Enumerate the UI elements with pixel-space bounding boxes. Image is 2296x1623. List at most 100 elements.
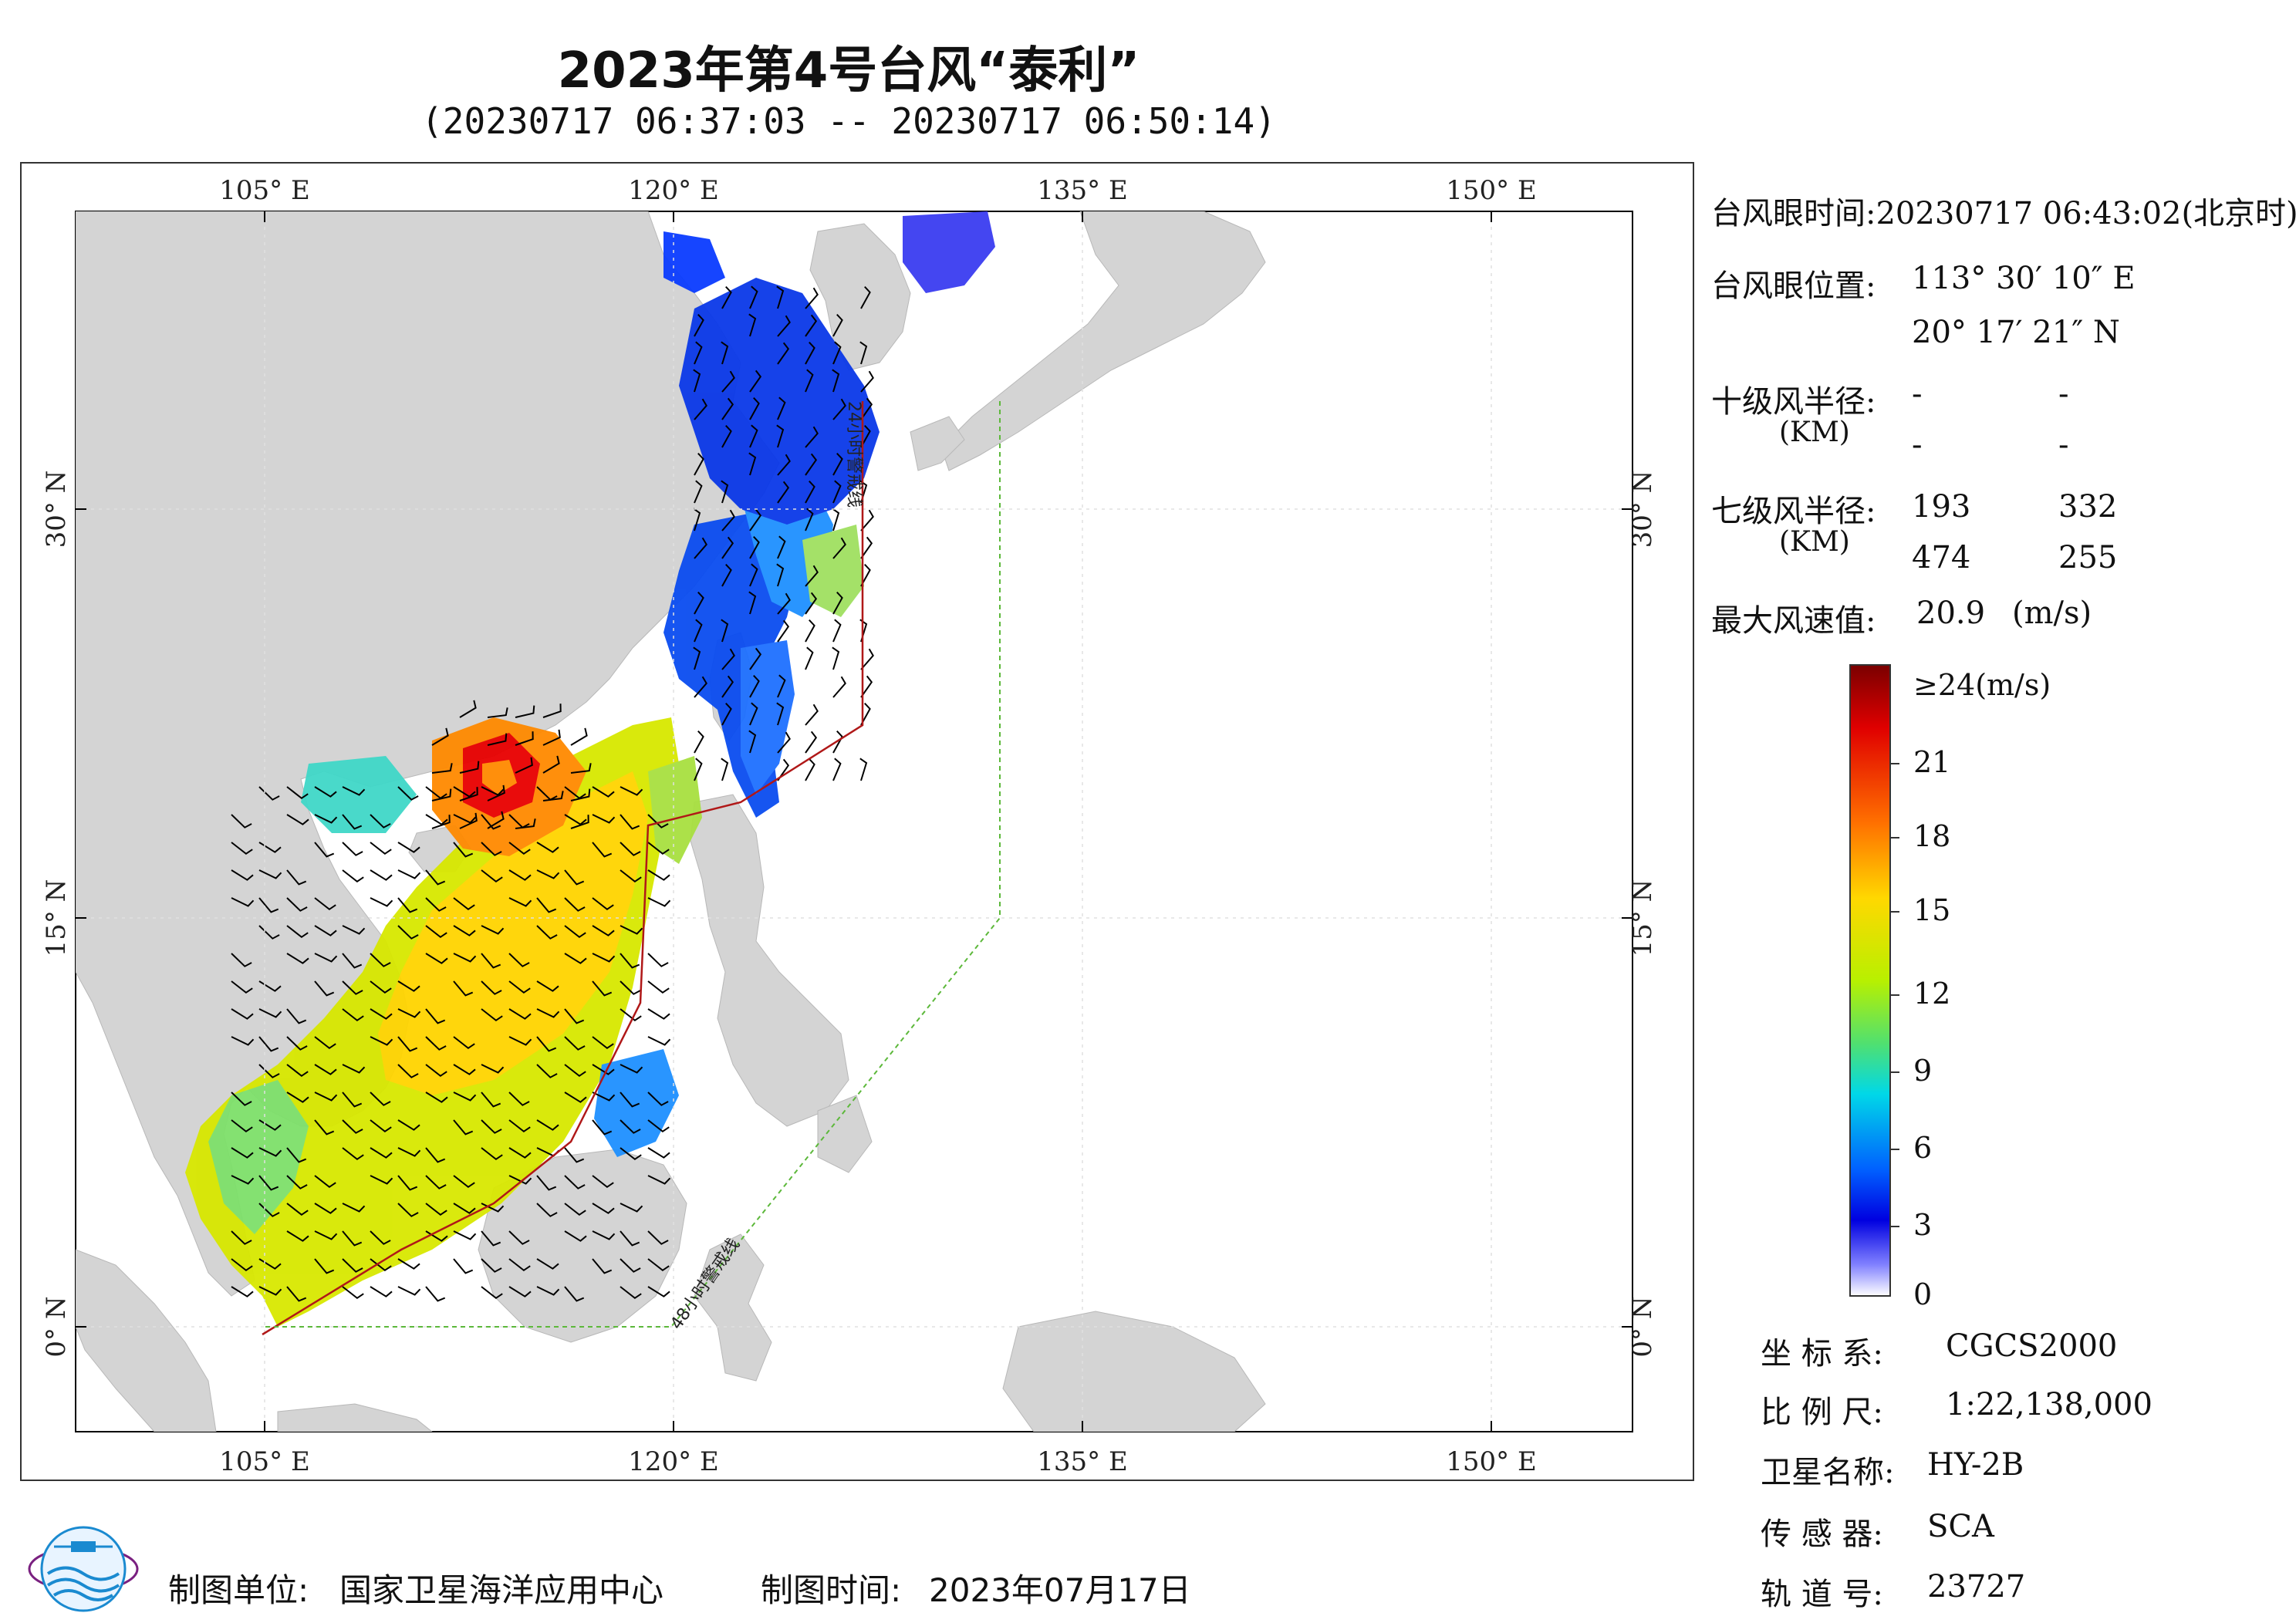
wind-barb bbox=[832, 619, 842, 643]
wind-barb bbox=[258, 925, 280, 940]
wind-barb bbox=[749, 285, 758, 309]
wind-barb bbox=[620, 1230, 640, 1247]
wind-barb bbox=[342, 1119, 363, 1134]
wind-barb bbox=[592, 925, 615, 936]
colorbar-tick-6: 6 bbox=[1913, 1131, 1933, 1165]
wind-barb bbox=[592, 897, 614, 911]
wind-barb bbox=[620, 953, 640, 969]
lat-tick-right-0: 0° N bbox=[1627, 1296, 1658, 1357]
wind-barb bbox=[592, 980, 613, 997]
wind-barb bbox=[515, 731, 534, 746]
lat-tick-right-15: 15° N bbox=[1627, 879, 1658, 957]
wind-barb bbox=[749, 536, 760, 559]
orbit-value: 23727 bbox=[1927, 1569, 2026, 1604]
wind-barb bbox=[487, 811, 505, 829]
crs-label: 坐 标 系: bbox=[1761, 1336, 1883, 1372]
wind-barb bbox=[370, 1092, 391, 1106]
wind-barb bbox=[231, 953, 252, 967]
wind-barb bbox=[231, 1286, 254, 1297]
colorbar bbox=[1849, 664, 1891, 1297]
wind-barb bbox=[487, 733, 508, 746]
wind-barb bbox=[370, 1119, 392, 1133]
wind-barb bbox=[397, 1286, 421, 1296]
warning-24h-label: 24小时警戒线 bbox=[844, 401, 863, 508]
wind-barb bbox=[397, 1008, 421, 1018]
wind-barb bbox=[620, 980, 641, 995]
wind-barb bbox=[564, 1175, 586, 1189]
eye-pos-label: 台风眼位置: bbox=[1711, 268, 1876, 304]
orbit-label: 轨 道 号: bbox=[1761, 1577, 1883, 1612]
colorbar-ticks bbox=[1890, 763, 1899, 1227]
wind-barb bbox=[805, 508, 814, 531]
wind-barb bbox=[592, 1175, 614, 1189]
wind-barb bbox=[453, 953, 477, 963]
sensor-value: SCA bbox=[1927, 1509, 1994, 1544]
wind-barb bbox=[564, 953, 587, 964]
wind-barb bbox=[342, 869, 364, 883]
colorbar-tick-12: 12 bbox=[1913, 977, 1951, 1011]
wind-barb bbox=[647, 869, 670, 881]
wind-barb bbox=[542, 791, 564, 801]
wind-barb bbox=[286, 953, 309, 964]
wind-barb bbox=[286, 1230, 309, 1242]
wind-barb bbox=[286, 1092, 309, 1103]
wind-barb bbox=[805, 731, 818, 754]
wind-barb bbox=[693, 646, 701, 670]
r10-value-nw: - bbox=[2058, 427, 2069, 463]
wind-barb bbox=[570, 763, 592, 774]
wind-barb bbox=[508, 1230, 530, 1245]
wind-barb bbox=[647, 953, 669, 967]
wind-barb bbox=[314, 814, 338, 824]
wind-barb bbox=[314, 1092, 338, 1102]
wind-barb bbox=[515, 757, 533, 774]
wind-barb bbox=[314, 897, 336, 911]
wind-barb bbox=[342, 786, 366, 796]
wind-barb bbox=[425, 1147, 446, 1163]
wind-barb bbox=[508, 869, 532, 881]
wind-barb bbox=[370, 1147, 393, 1159]
eye-time-label: 台风眼时间: bbox=[1711, 196, 1876, 231]
wind-barb bbox=[397, 1036, 418, 1052]
wind-barb bbox=[832, 480, 842, 504]
wind-barb bbox=[832, 369, 840, 393]
wind-barb bbox=[694, 453, 704, 476]
wind-barb bbox=[647, 1230, 669, 1245]
wind-barb bbox=[286, 1064, 309, 1078]
wind-barb bbox=[508, 842, 531, 855]
wind-barb bbox=[832, 508, 840, 531]
wind-barb bbox=[805, 369, 814, 393]
warning-line-48h bbox=[265, 401, 1001, 1328]
max-wind-unit: (m/s) bbox=[2012, 596, 2092, 631]
wind-barb bbox=[314, 925, 337, 936]
wind-barb bbox=[536, 842, 559, 853]
lat-tick-left-15: 15° N bbox=[41, 879, 72, 957]
wind-barb bbox=[542, 729, 561, 746]
wind-barb bbox=[508, 1175, 532, 1185]
satellite-value: HY-2B bbox=[1927, 1447, 2024, 1483]
wind-barb bbox=[805, 565, 819, 587]
wind-barb bbox=[342, 1203, 366, 1213]
wind-barb bbox=[832, 592, 843, 615]
wind-barb bbox=[592, 1092, 616, 1102]
wind-barb bbox=[832, 341, 842, 365]
wind-barb bbox=[536, 925, 558, 940]
wind-barb bbox=[647, 1147, 670, 1159]
map-title: 2023年第4号台风“泰利” bbox=[557, 42, 1140, 100]
wind-barb bbox=[776, 563, 785, 587]
wind-barb bbox=[397, 897, 418, 913]
wind-barb bbox=[748, 313, 757, 337]
wind-barb bbox=[459, 787, 478, 801]
wind-barb bbox=[777, 535, 786, 559]
wind-barb bbox=[397, 1203, 419, 1217]
wind-barb bbox=[805, 704, 819, 726]
wind-barb bbox=[620, 1286, 642, 1300]
wind-barb bbox=[397, 1175, 418, 1191]
wind-barb bbox=[805, 619, 815, 643]
wind-barb bbox=[258, 1203, 280, 1217]
wind-barb bbox=[231, 842, 253, 855]
wind-barb bbox=[481, 814, 501, 830]
r7-label: 七级风半径: bbox=[1711, 494, 1876, 529]
wind-barb bbox=[431, 763, 453, 774]
lon-tick-top-105: 105° E bbox=[219, 175, 310, 206]
